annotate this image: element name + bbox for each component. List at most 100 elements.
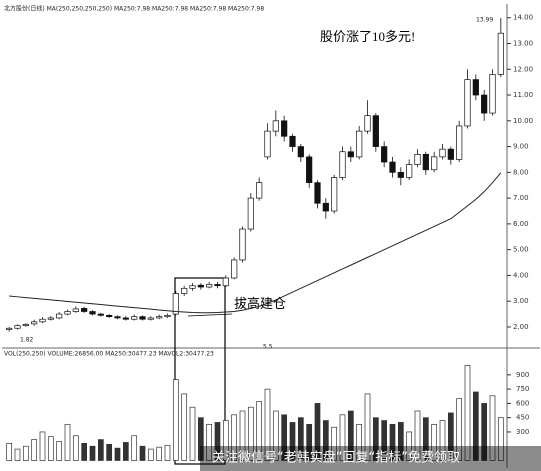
volume-bar [422,417,429,461]
volume-bar [47,436,54,461]
volume-bar [197,417,204,461]
volume-bar [431,423,438,461]
volume-bar [64,423,71,461]
volume-bar [347,410,354,461]
y-tick-label: 12.00 [513,65,533,73]
candle-body [447,148,454,160]
y-tick-label: 13.00 [513,40,533,48]
plot: 2.00 3.00 4.00 5.00 6.00 7.00 8.00 9.00 10.00 11.… [6,14,533,461]
volume-bar [297,417,304,461]
volume-bar [414,410,421,461]
y-tick-label: 450 [516,414,529,422]
candle-body [397,171,404,178]
candle-body [464,79,471,127]
candle-body [497,32,504,75]
candle-body [147,317,154,320]
candle-body [122,317,129,320]
candle-body [31,321,38,325]
volume-bar [122,442,129,461]
annotation: 股价涨了10多元! [320,29,415,44]
volume-bar [289,422,296,461]
candle-body [439,148,446,158]
y-tick-label: 10.00 [513,117,533,125]
volume-bar [272,410,279,461]
volume-bar [6,443,13,461]
high-label: 13.99 [476,17,493,24]
candle-body [314,182,321,204]
y-tick-label: 11.00 [513,91,533,99]
volume-bar [56,441,63,461]
watermark: 关注微信号“老韩实盘”回复“指标”免费领取 [212,450,460,466]
candle-body [222,277,229,287]
volume-bar [472,391,479,461]
low-label: 1.82 [20,337,34,344]
candle-body [389,161,396,173]
candle-body [64,311,71,315]
candle-body [81,308,88,312]
volume-bar [356,423,363,461]
candle-body [214,284,221,287]
candle-body [247,197,254,230]
y-tick-label: 5.00 [513,246,529,254]
volume-bar [22,445,29,461]
candle-body [39,318,46,323]
volume-bar [31,439,38,461]
candle-body [306,156,313,184]
ma-line [9,172,502,314]
volume-bar [372,417,379,461]
y-tick-label: 8.00 [513,168,529,176]
candle-body [264,130,271,158]
volume-bar [189,406,196,461]
y-tick-label: 2.00 [513,323,529,331]
candle-body [272,120,279,132]
volume-bar [89,445,96,461]
candle-body [197,284,204,288]
candle-body [364,115,371,132]
candle-body [206,284,213,288]
volume-bar [231,414,238,461]
y-tick-label: 750 [516,385,529,393]
volume-bar [339,414,346,461]
volume-bar [264,388,271,461]
volume-bar [364,393,371,461]
candle-body [139,316,146,320]
annotation: 拔高建仓 [234,296,286,311]
volume-bar [156,446,163,461]
volume-bar [97,439,104,461]
candle-body [22,324,29,327]
volume-bar [39,431,46,461]
volume-bar [247,406,254,461]
highlight-box [174,277,226,465]
volume-bar [281,414,288,461]
volume-bar [147,448,154,461]
candle-body [14,325,21,329]
volume-bar [214,422,221,461]
candle-body [106,315,113,318]
volume-bar [439,420,446,461]
volume-bar [306,423,313,461]
volume-bar [397,422,404,461]
candle-body [472,79,479,96]
chart-title: 北方股份(日线) MA(250,250,250,250) MA250:7.98 … [4,5,264,13]
volume-bar [206,423,213,461]
candle-body [114,316,121,319]
watermark-band [200,446,541,471]
volume-title: VOL(250,250) VOLUME:26856.00 MA250:30477… [4,351,214,358]
volume-bar [489,395,496,461]
candle-body [131,316,138,320]
volume-bar [447,412,454,461]
candle-body [97,313,104,316]
candle-body [339,151,346,178]
candle-body [481,94,488,114]
y-tick-label: 9.00 [513,143,529,151]
candle-body [156,316,163,319]
volume-bar [389,423,396,461]
candle-body [164,315,171,318]
candle-body [72,308,79,312]
y-tick-label: 900 [516,371,529,379]
volume-bar [322,420,329,461]
volume-bar [381,420,388,461]
volume-bar [81,443,88,461]
